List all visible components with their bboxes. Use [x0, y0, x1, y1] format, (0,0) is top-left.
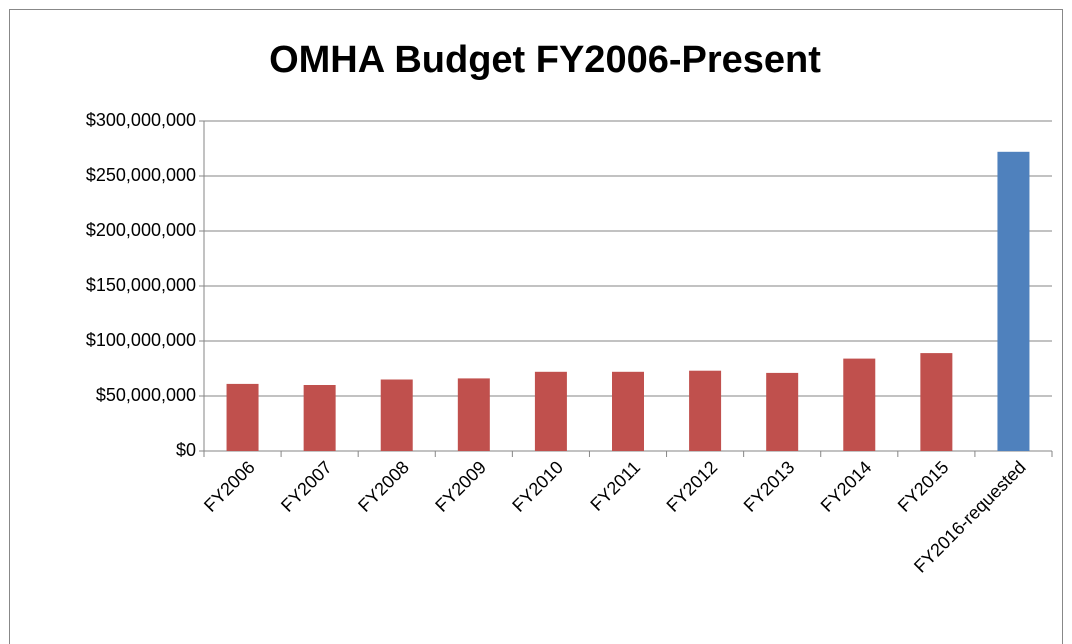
bar: [766, 372, 799, 451]
bar: [380, 379, 413, 451]
bar: [843, 358, 876, 451]
bar: [303, 385, 336, 451]
bar: [997, 151, 1030, 452]
chart-title: OMHA Budget FY2006-Present: [269, 39, 821, 81]
y-tick-label: $200,000,000: [86, 220, 196, 240]
y-tick-label: $50,000,000: [96, 385, 196, 405]
bar: [920, 353, 953, 451]
y-tick-label: $300,000,000: [86, 110, 196, 130]
bar: [457, 378, 490, 451]
bar: [534, 371, 567, 451]
bar: [226, 383, 259, 451]
y-tick-label: $150,000,000: [86, 275, 196, 295]
y-tick-label: $250,000,000: [86, 165, 196, 185]
y-tick-label: $0: [176, 440, 196, 460]
y-tick-label: $100,000,000: [86, 330, 196, 350]
chart-border: [9, 9, 1063, 644]
bar: [612, 371, 644, 451]
bar: [689, 370, 722, 451]
